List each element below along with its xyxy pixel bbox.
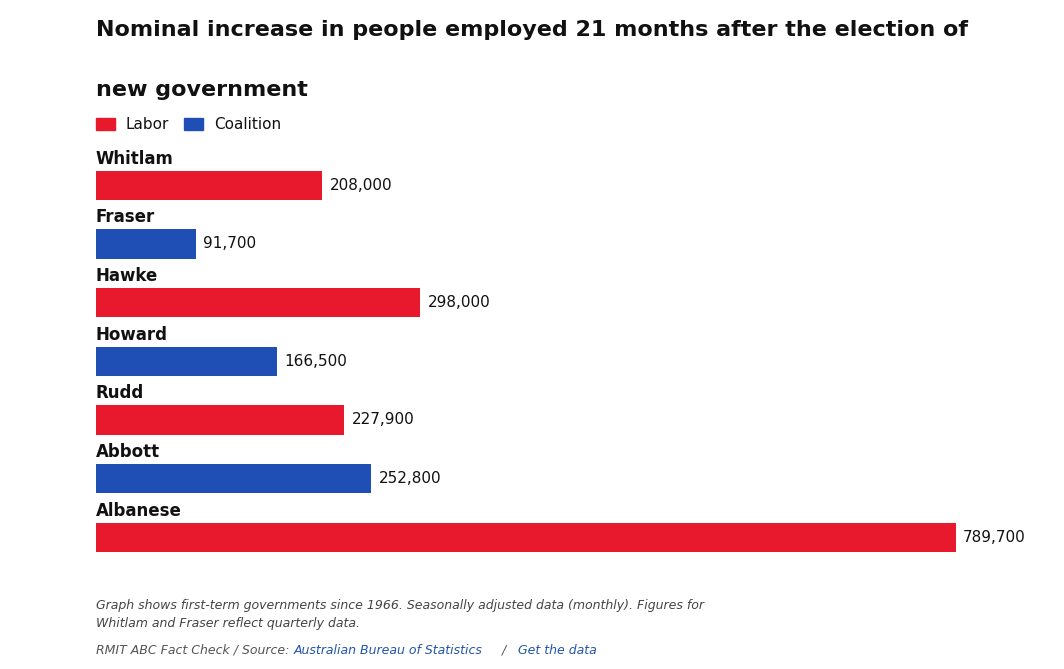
Bar [96,464,371,493]
Bar [96,229,196,259]
Text: Fraser: Fraser [96,208,155,226]
Text: Coalition: Coalition [214,117,281,132]
Text: Hawke: Hawke [96,267,159,285]
Bar [96,522,955,552]
Text: Whitlam and Fraser reflect quarterly data.: Whitlam and Fraser reflect quarterly dat… [96,617,360,630]
Text: 166,500: 166,500 [285,354,348,369]
Text: Abbott: Abbott [96,443,160,461]
Text: 227,900: 227,900 [351,412,414,427]
Text: Whitlam: Whitlam [96,150,173,168]
Text: 298,000: 298,000 [428,295,491,310]
Bar [96,288,420,317]
Text: Australian Bureau of Statistics: Australian Bureau of Statistics [294,644,483,656]
Text: Labor: Labor [126,117,169,132]
Text: 91,700: 91,700 [203,236,256,252]
Text: 252,800: 252,800 [379,471,442,486]
Text: /: / [498,644,511,656]
Bar [96,347,277,376]
Text: 208,000: 208,000 [330,178,393,193]
Text: 789,700: 789,700 [963,530,1026,545]
Text: Graph shows first-term governments since 1966. Seasonally adjusted data (monthly: Graph shows first-term governments since… [96,599,703,611]
Text: Rudd: Rudd [96,384,144,402]
Bar [96,405,344,435]
Text: Albanese: Albanese [96,502,182,520]
Text: RMIT ABC Fact Check / Source:: RMIT ABC Fact Check / Source: [96,644,294,656]
Bar [96,171,322,200]
Text: Howard: Howard [96,326,168,344]
Text: new government: new government [96,80,307,100]
Text: Nominal increase in people employed 21 months after the election of: Nominal increase in people employed 21 m… [96,20,968,40]
Text: Get the data: Get the data [518,644,597,656]
